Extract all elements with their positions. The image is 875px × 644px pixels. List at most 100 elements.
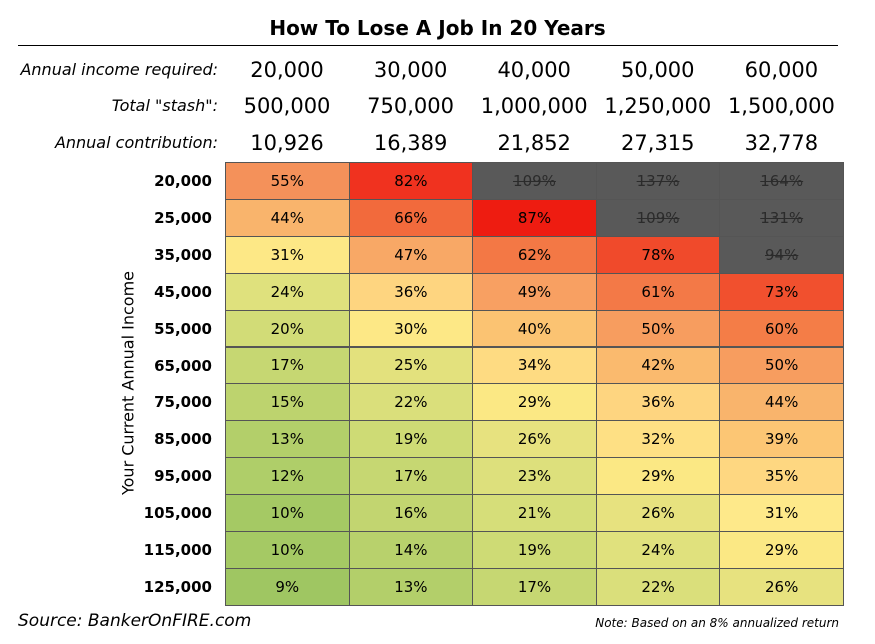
header-value: 1,000,000	[480, 94, 588, 118]
cell-value: 47%	[394, 245, 428, 264]
row-label: 125,000	[143, 577, 212, 596]
cell-value: 60%	[765, 319, 799, 338]
cell-value: 19%	[517, 540, 552, 559]
cell-value: 24%	[270, 282, 304, 301]
cell: 19%	[348, 420, 474, 459]
cell: 29%	[595, 457, 721, 496]
header-value: 30,000	[373, 58, 448, 82]
header-value: 1,500,000	[727, 94, 835, 118]
cell-value: 31%	[765, 504, 799, 523]
cell: 50%	[595, 309, 721, 348]
cell-value: 66%	[394, 208, 428, 227]
cell-value: 94%	[765, 245, 799, 264]
cell-value: 31%	[270, 245, 304, 264]
header-label: Annual contribution:	[54, 133, 218, 152]
cell-value: 21%	[517, 504, 552, 523]
title: How To Lose A Job In 20 Years	[269, 16, 606, 40]
cell-value: 14%	[394, 540, 428, 559]
cell: 49%	[472, 272, 597, 311]
cell: 131%	[719, 198, 844, 237]
row-label: 20,000	[154, 172, 212, 190]
cell-value: 20%	[270, 319, 304, 338]
cell-value: 23%	[517, 467, 552, 486]
cell: 109%	[595, 198, 721, 237]
cell-value: 9%	[275, 577, 300, 596]
cell: 21%	[472, 494, 597, 532]
cell: 9%	[225, 567, 350, 606]
header-value: 10,926	[250, 131, 324, 155]
cell: 15%	[225, 383, 350, 422]
cell: 55%	[225, 162, 350, 200]
cell: 17%	[225, 346, 350, 385]
cell: 17%	[348, 457, 474, 496]
row-label: 65,000	[154, 356, 212, 375]
cell: 25%	[348, 346, 474, 385]
cell-value: 13%	[270, 430, 304, 449]
cell: 30%	[348, 309, 474, 348]
cell-value: 26%	[517, 430, 552, 449]
cell-value: 55%	[270, 171, 304, 190]
cell-value: 17%	[270, 356, 304, 375]
cell: 73%	[719, 272, 844, 311]
cell: 17%	[472, 567, 597, 606]
cell-value: 61%	[641, 282, 675, 301]
cell-value: 26%	[641, 504, 675, 523]
row-label: 105,000	[143, 504, 212, 523]
cell: 44%	[225, 198, 350, 237]
cell-value: 42%	[641, 356, 675, 375]
cell-value: 25%	[394, 356, 428, 375]
cell: 19%	[472, 531, 597, 569]
header-value: 20,000	[250, 58, 324, 82]
cell: 50%	[719, 346, 844, 385]
cell: 26%	[719, 567, 844, 606]
cell: 20%	[225, 309, 350, 348]
cell: 62%	[472, 235, 597, 274]
cell: 16%	[348, 494, 474, 532]
cell: 23%	[472, 457, 597, 496]
cell: 109%	[472, 162, 597, 200]
cell: 47%	[348, 235, 474, 274]
cell-value: 40%	[517, 319, 552, 338]
cell: 66%	[348, 198, 474, 237]
cell-value: 10%	[270, 504, 304, 523]
cell-value: 50%	[765, 356, 799, 375]
cell-value: 49%	[517, 282, 552, 301]
cell: 40%	[472, 309, 597, 348]
cell: 26%	[595, 494, 721, 532]
cell: 44%	[719, 383, 844, 422]
row-label: 85,000	[154, 430, 212, 449]
cell-value: 29%	[765, 540, 799, 559]
cell: 13%	[348, 567, 474, 606]
cell-value: 82%	[394, 171, 428, 190]
cell-value: 62%	[517, 245, 552, 264]
cell: 42%	[595, 346, 721, 385]
cell: 60%	[719, 309, 844, 348]
header-value: 21,852	[497, 131, 571, 155]
row-label: 55,000	[154, 319, 212, 338]
cell-value: 29%	[641, 467, 675, 486]
cell: 31%	[225, 235, 350, 274]
cell-value: 22%	[394, 393, 428, 412]
header-value: 32,778	[744, 131, 819, 155]
cell: 22%	[348, 383, 474, 422]
cell-value: 50%	[641, 319, 675, 338]
header-value: 40,000	[497, 58, 571, 82]
cell-value: 17%	[394, 467, 428, 486]
cell: 94%	[719, 235, 844, 274]
cell: 34%	[472, 346, 597, 385]
cell-value: 137%	[636, 171, 680, 190]
cell-value: 44%	[765, 393, 799, 412]
cell: 32%	[595, 420, 721, 459]
cell-value: 44%	[270, 208, 304, 227]
title-rule	[18, 45, 838, 46]
cell: 29%	[719, 531, 844, 569]
cell: 137%	[595, 162, 721, 200]
row-axis-label: Your Current Annual Income	[118, 271, 138, 495]
cell-value: 10%	[270, 540, 304, 559]
cell-value: 16%	[394, 504, 428, 523]
header-label: Annual income required:	[20, 60, 218, 79]
row-label: 75,000	[154, 393, 212, 412]
cell: 24%	[595, 531, 721, 569]
row-label: 35,000	[154, 245, 212, 264]
cell: 39%	[719, 420, 844, 459]
